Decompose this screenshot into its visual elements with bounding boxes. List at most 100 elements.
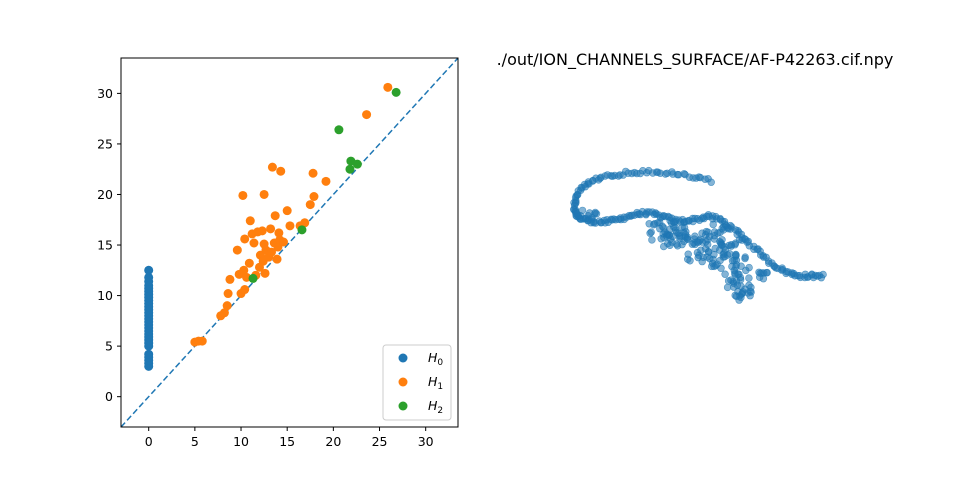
cloud-point-261 [678, 240, 686, 249]
cloud-point-289 [699, 253, 707, 261]
cloud-point-364 [739, 288, 747, 296]
point-h0-27 [144, 272, 154, 282]
point-h2-0 [248, 273, 258, 283]
cloud-point-332 [707, 262, 716, 271]
cloud-point-382 [735, 235, 744, 244]
point-h1-40 [276, 166, 286, 176]
cloud-point-373 [719, 226, 728, 234]
legend-label-h2: H2 [428, 398, 443, 416]
y-tick-label: 5 [105, 339, 113, 354]
point-h2-3 [345, 164, 355, 174]
cloud-point-352 [730, 283, 738, 291]
cloud-point-323 [741, 253, 749, 261]
cloud-point-353 [745, 274, 753, 282]
point-h1-41 [278, 237, 288, 247]
cloud-point-275 [686, 257, 694, 265]
legend-label-h0: H0 [428, 350, 443, 368]
cloud-point-311 [704, 248, 713, 256]
cloud-point-295 [694, 238, 702, 246]
point-h2-6 [391, 87, 401, 97]
point-h2-1 [297, 225, 307, 235]
point-h1-7 [225, 274, 235, 284]
cloud-point-392 [762, 269, 771, 277]
point-h1-8 [232, 245, 242, 255]
x-tick-label: 10 [233, 434, 249, 449]
cloud-point-322 [721, 270, 729, 278]
cloud-point-354 [734, 270, 742, 278]
point-h1-45 [300, 218, 310, 228]
point-h1-38 [274, 228, 284, 238]
point-h1-42 [282, 206, 292, 216]
point-h1-27 [260, 268, 270, 278]
cloud-point-257 [675, 231, 684, 240]
x-axis-ticks: 0 5 10 15 20 25 30 [145, 427, 434, 449]
cloud-point-234 [659, 242, 668, 251]
point-h1-46 [305, 200, 315, 210]
legend-marker-h1 [398, 377, 408, 387]
y-axis-ticks: 0 5 10 15 20 25 30 [97, 86, 121, 404]
x-tick-label: 30 [418, 434, 434, 449]
point-h1-12 [240, 285, 250, 295]
cloud-point-365 [709, 220, 717, 229]
x-tick-label: 15 [279, 434, 295, 449]
cloud-point-263 [682, 228, 690, 236]
cloud-point-246 [656, 225, 664, 233]
point-h1-33 [267, 162, 277, 172]
point-h1-35 [270, 211, 280, 221]
point-h1-43 [285, 221, 295, 231]
cloud-point-374 [710, 228, 719, 236]
point-h0-28 [144, 265, 154, 275]
legend-marker-h2 [398, 401, 408, 411]
legend-box [382, 344, 452, 421]
x-tick-label: 0 [145, 434, 153, 449]
x-tick-label: 20 [325, 434, 341, 449]
point-cloud-plot [570, 166, 827, 304]
point-h1-48 [309, 192, 319, 202]
legend: H0 H1 H2 [382, 344, 452, 421]
cloud-point-341 [724, 277, 733, 285]
persistence-diagram-axes: 0 5 10 15 20 25 30 0 5 10 15 20 25 30 H0 H1 H2 [97, 57, 459, 449]
point-h1-17 [245, 216, 255, 226]
cloud-point-363 [735, 296, 743, 304]
point-h1-50 [362, 110, 372, 120]
y-tick-label: 30 [97, 86, 113, 101]
diagonal-line [121, 58, 458, 427]
cloud-point-317 [717, 264, 725, 272]
y-tick-label: 20 [97, 187, 113, 202]
y-tick-label: 25 [97, 136, 113, 151]
point-h2-5 [352, 159, 362, 169]
legend-marker-h0 [398, 353, 408, 363]
cloud-point-330 [742, 266, 750, 275]
persistence-diagram-frame [120, 57, 459, 428]
cloud-point-247 [648, 236, 656, 244]
cloud-point-404 [573, 210, 581, 218]
cloud-point-358 [746, 292, 754, 300]
point-h1-4 [219, 308, 229, 318]
point-h1-11 [239, 265, 249, 275]
point-h1-47 [308, 168, 318, 178]
point-cloud-title: ./out/ION_CHANNELS_SURFACE/AF-P42263.cif… [497, 50, 894, 70]
cloud-point-383 [731, 241, 739, 249]
point-h1-24 [257, 226, 267, 236]
cloud-point-209 [819, 270, 827, 279]
cloud-point-301 [711, 244, 719, 253]
x-tick-label: 5 [191, 434, 199, 449]
point-h1-29 [259, 189, 269, 199]
point-h1-32 [266, 247, 276, 257]
point-h1-6 [223, 289, 233, 299]
point-h1-5 [222, 301, 232, 311]
cloud-point-384 [717, 240, 726, 249]
point-h1-2 [197, 336, 207, 346]
point-h1-31 [266, 224, 276, 234]
cloud-point-399 [591, 208, 599, 217]
point-h1-19 [249, 238, 259, 248]
x-tick-label: 25 [372, 434, 388, 449]
point-h1-16 [244, 258, 254, 268]
y-tick-label: 0 [105, 389, 113, 404]
point-h0-4 [144, 349, 154, 359]
point-h1-51 [383, 82, 393, 92]
point-h1-14 [238, 190, 248, 200]
cloud-point-262 [683, 235, 691, 243]
cloud-point-327 [719, 253, 727, 261]
